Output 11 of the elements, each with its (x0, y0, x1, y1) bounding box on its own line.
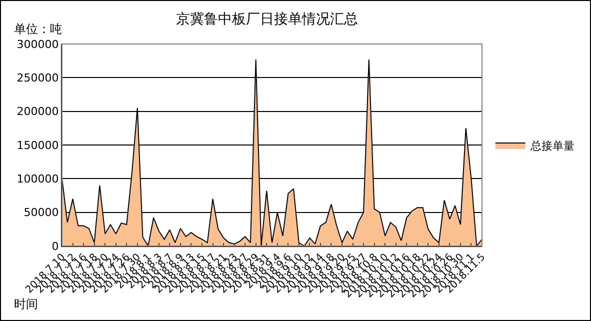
chart-title: 京冀鲁中板厂日接单情况汇总 (176, 12, 358, 28)
y-tick-label: 50000 (24, 206, 59, 220)
y-tick-label: 100000 (16, 172, 59, 186)
y-tick-label: 300000 (16, 38, 59, 51)
y-tick-label: 200000 (16, 105, 59, 118)
y-tick-label: 250000 (16, 72, 59, 85)
y-axis-title: 单位：吨 (14, 22, 62, 36)
y-tick-label: 150000 (16, 138, 59, 152)
legend-label: 总接单量 (529, 139, 574, 152)
y-tick-label: 0 (52, 240, 59, 253)
x-axis-title: 时间 (14, 297, 38, 311)
